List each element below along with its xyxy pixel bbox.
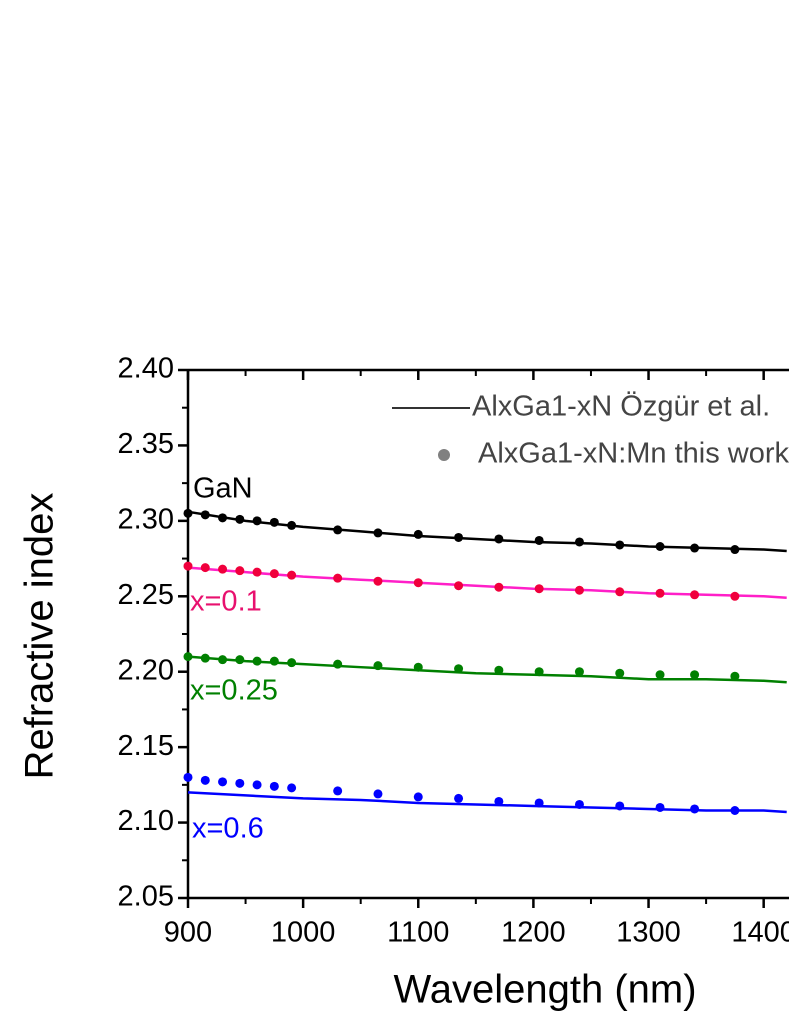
data-point	[183, 652, 193, 662]
data-point	[373, 789, 383, 799]
data-point	[454, 581, 464, 591]
data-point	[655, 588, 665, 598]
data-point	[494, 582, 504, 592]
data-point	[730, 671, 740, 681]
data-point	[690, 543, 700, 553]
data-point	[494, 534, 504, 544]
data-point	[534, 584, 544, 594]
data-point	[235, 566, 245, 576]
data-point	[252, 780, 262, 790]
legend-label: AlxGa1-xN Özgür et al.	[472, 391, 770, 423]
data-point	[413, 578, 423, 588]
data-point	[373, 576, 383, 586]
data-point	[655, 802, 665, 812]
data-point	[252, 516, 262, 526]
y-tick-label: 2.35	[118, 428, 174, 460]
series-label: GaN	[193, 473, 253, 505]
data-point	[218, 655, 228, 665]
data-point	[730, 545, 740, 555]
data-point	[655, 542, 665, 552]
data-point	[252, 656, 262, 666]
data-point	[200, 563, 210, 573]
data-point	[218, 777, 228, 787]
data-point	[183, 772, 193, 782]
data-point	[534, 535, 544, 545]
x-tick-label: 1300	[616, 917, 681, 949]
data-point	[333, 573, 343, 583]
data-point	[373, 661, 383, 671]
fit-line	[187, 791, 787, 814]
y-tick-label: 2.20	[118, 654, 174, 686]
legend-dot	[438, 449, 450, 461]
data-point	[574, 799, 584, 809]
data-point	[413, 529, 423, 539]
data-point	[690, 670, 700, 680]
data-point	[287, 570, 297, 580]
data-point	[690, 804, 700, 814]
data-point	[574, 537, 584, 547]
data-point	[235, 514, 245, 524]
x-tick-label: 1200	[501, 917, 566, 949]
data-point	[333, 525, 343, 535]
data-point	[218, 513, 228, 523]
x-tick-label: 1100	[387, 917, 449, 949]
data-point	[183, 561, 193, 571]
x-axis-title: Wavelength (nm)	[393, 968, 696, 1012]
data-point	[615, 540, 625, 550]
data-point	[454, 664, 464, 674]
data-point	[200, 775, 210, 785]
series-label: x=0.1	[190, 586, 262, 618]
data-point	[534, 798, 544, 808]
data-point	[454, 793, 464, 803]
data-point	[252, 567, 262, 577]
data-point	[574, 667, 584, 677]
data-point	[183, 508, 193, 518]
legend-label: AlxGa1-xN:Mn this work	[478, 438, 789, 470]
y-tick-label: 2.15	[118, 730, 174, 762]
data-point	[730, 806, 740, 816]
data-point	[494, 665, 504, 675]
data-point	[333, 659, 343, 669]
data-point	[333, 786, 343, 796]
data-point	[269, 656, 279, 666]
data-point	[454, 532, 464, 542]
data-point	[269, 781, 279, 791]
series-label: x=0.25	[190, 675, 278, 707]
x-tick-label: 900	[164, 917, 212, 949]
series-label: x=0.6	[192, 813, 264, 845]
data-point	[413, 662, 423, 672]
data-point	[690, 590, 700, 600]
data-point	[269, 517, 279, 527]
data-point	[235, 778, 245, 788]
data-point	[200, 653, 210, 663]
data-point	[218, 564, 228, 574]
data-point	[200, 510, 210, 520]
data-point	[413, 792, 423, 802]
data-point	[615, 587, 625, 597]
data-point	[615, 801, 625, 811]
y-tick-label: 2.25	[118, 579, 174, 611]
data-point	[574, 585, 584, 595]
data-point	[287, 520, 297, 530]
data-point	[655, 670, 665, 680]
x-tick-label: 1000	[271, 917, 336, 949]
data-point	[287, 783, 297, 793]
data-point	[373, 528, 383, 538]
y-tick-label: 2.40	[118, 353, 174, 385]
data-point	[730, 591, 740, 601]
data-point	[494, 796, 504, 806]
data-point	[287, 658, 297, 668]
data-point	[534, 667, 544, 677]
data-point	[615, 668, 625, 678]
x-tick-label: 1400	[731, 917, 789, 949]
data-point	[269, 569, 279, 579]
data-point	[235, 655, 245, 665]
y-axis-title: Refractive index	[18, 493, 62, 780]
y-tick-label: 2.10	[118, 805, 174, 837]
y-tick-label: 2.30	[118, 504, 174, 536]
y-tick-label: 2.05	[118, 881, 174, 913]
